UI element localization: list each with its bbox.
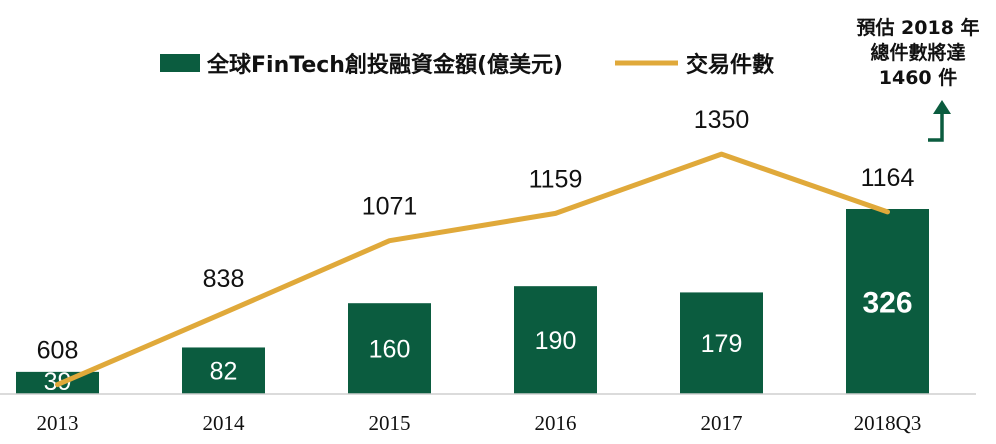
bar-2015 — [348, 303, 431, 394]
x-tick-label: 2017 — [701, 411, 743, 435]
line-series — [55, 151, 890, 388]
note-line-2: 總件數將達 — [870, 41, 965, 64]
x-tick-label: 2018Q3 — [854, 411, 922, 435]
bar-value-label: 82 — [210, 358, 238, 386]
line-value-label: 838 — [203, 265, 245, 293]
bar-2016 — [514, 286, 597, 394]
bar-2018Q3 — [846, 209, 929, 394]
x-axis-ticks: 2013 2014 2015 2016 2017 2018Q3 — [37, 411, 922, 435]
line-series-path — [55, 151, 890, 388]
bar-2014 — [182, 347, 265, 394]
legend-bar-label: 全球FinTech創投融資金額(億美元) — [206, 52, 563, 78]
legend: 全球FinTech創投融資金額(億美元) 交易件數 — [160, 52, 774, 78]
bar-value-label: 326 — [862, 287, 912, 320]
bar-value-label: 179 — [701, 330, 743, 358]
bars — [16, 209, 929, 394]
bar-value-label: 190 — [535, 327, 577, 355]
line-labels: 608 838 1071 1159 1350 1164 — [37, 106, 915, 364]
line-value-label: 1071 — [362, 193, 418, 221]
line-value-label: 1164 — [861, 164, 915, 192]
x-tick-label: 2016 — [535, 411, 577, 435]
note-line-1: 預估 2018 年 — [856, 16, 979, 39]
x-tick-label: 2014 — [203, 411, 246, 435]
x-tick-label: 2015 — [369, 411, 411, 435]
legend-line-label: 交易件數 — [686, 52, 774, 78]
projection-note: 預估 2018 年 總件數將達 1460 件 — [856, 16, 980, 142]
note-arrowhead-icon — [933, 100, 951, 114]
legend-bar-swatch — [160, 54, 200, 72]
note-arrow-icon — [928, 112, 944, 142]
line-value-label: 1350 — [694, 106, 750, 134]
line-value-label: 608 — [37, 337, 79, 365]
bar-2017 — [680, 292, 763, 394]
line-value-label: 1159 — [529, 165, 583, 193]
x-tick-label: 2013 — [37, 411, 79, 435]
bar-value-label: 160 — [369, 336, 411, 364]
note-line-3: 1460 件 — [879, 66, 958, 89]
